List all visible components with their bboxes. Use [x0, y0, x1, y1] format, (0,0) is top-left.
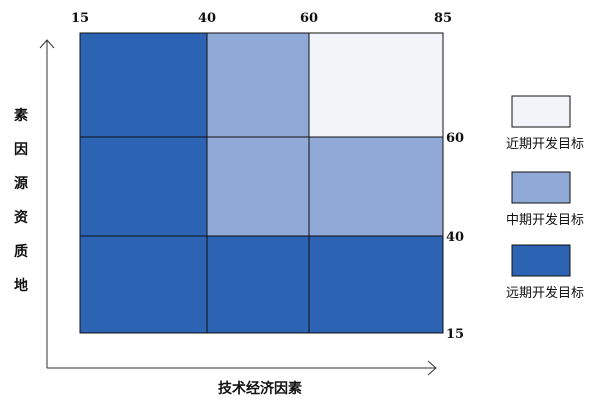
x-tick-label: 40 — [198, 11, 216, 26]
matrix-cell-r1-c1 — [79, 32, 208, 138]
matrix-cell-r3-c1 — [79, 235, 208, 334]
matrix-cell-r1-c2 — [206, 32, 310, 138]
y-axis-title: 地质资源因素 — [14, 107, 28, 294]
y-axis-arrow-icon — [39, 39, 55, 49]
tick-labels: 15 40 60 85 15 40 60 — [71, 11, 464, 342]
y-axis — [39, 39, 55, 368]
matrix-cell-r2-c2 — [206, 136, 310, 237]
x-tick-label: 85 — [434, 11, 452, 26]
legend-swatch-far — [511, 244, 571, 277]
legend-label-near: 近期开发目标 — [506, 136, 584, 152]
x-tick-label: 15 — [71, 11, 89, 26]
matrix-cell-r3-c2 — [206, 235, 310, 334]
x-axis — [47, 360, 437, 376]
legend-swatch-mid — [511, 171, 571, 204]
y-tick-label: 40 — [446, 230, 464, 245]
legend-swatch-near — [511, 95, 571, 128]
x-tick-label: 60 — [300, 11, 318, 26]
matrix-cell-r1-c3 — [308, 32, 444, 138]
matrix-cell-r2-c1 — [79, 136, 208, 237]
x-axis-title: 技术经济因素 — [218, 380, 302, 397]
legend-label-mid: 中期开发目标 — [506, 212, 584, 228]
legend-label-far: 远期开发目标 — [506, 285, 584, 301]
matrix-cells — [79, 32, 444, 334]
matrix-cell-r2-c3 — [308, 136, 444, 237]
x-axis-arrow-icon — [427, 360, 437, 376]
y-tick-label: 15 — [446, 327, 464, 342]
matrix-cell-r3-c3 — [308, 235, 444, 334]
y-tick-label: 60 — [446, 131, 464, 146]
